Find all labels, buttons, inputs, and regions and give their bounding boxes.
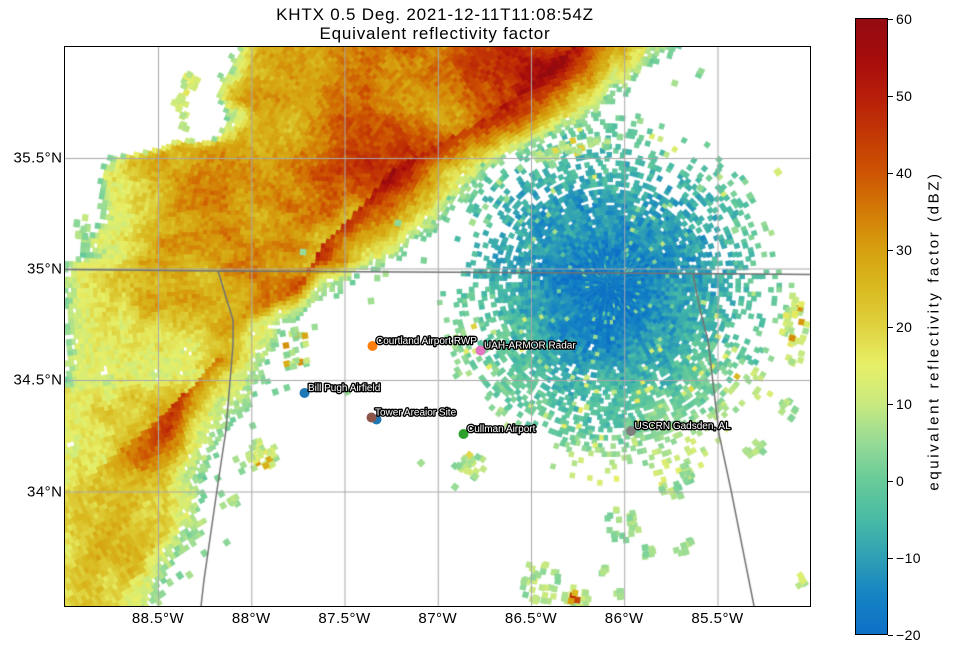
svg-text:Tower Areaior Site: Tower Areaior Site xyxy=(375,408,457,419)
svg-text:Cullman Airport: Cullman Airport xyxy=(467,424,536,435)
svg-text:UAH-ARMOR Radar: UAH-ARMOR Radar xyxy=(484,341,576,352)
svg-text:USCRN Gadsden, AL: USCRN Gadsden, AL xyxy=(635,421,732,432)
svg-text:Bill Pugh Airfield: Bill Pugh Airfield xyxy=(308,383,380,394)
svg-text:Courtland Airport RWP: Courtland Airport RWP xyxy=(376,336,477,347)
